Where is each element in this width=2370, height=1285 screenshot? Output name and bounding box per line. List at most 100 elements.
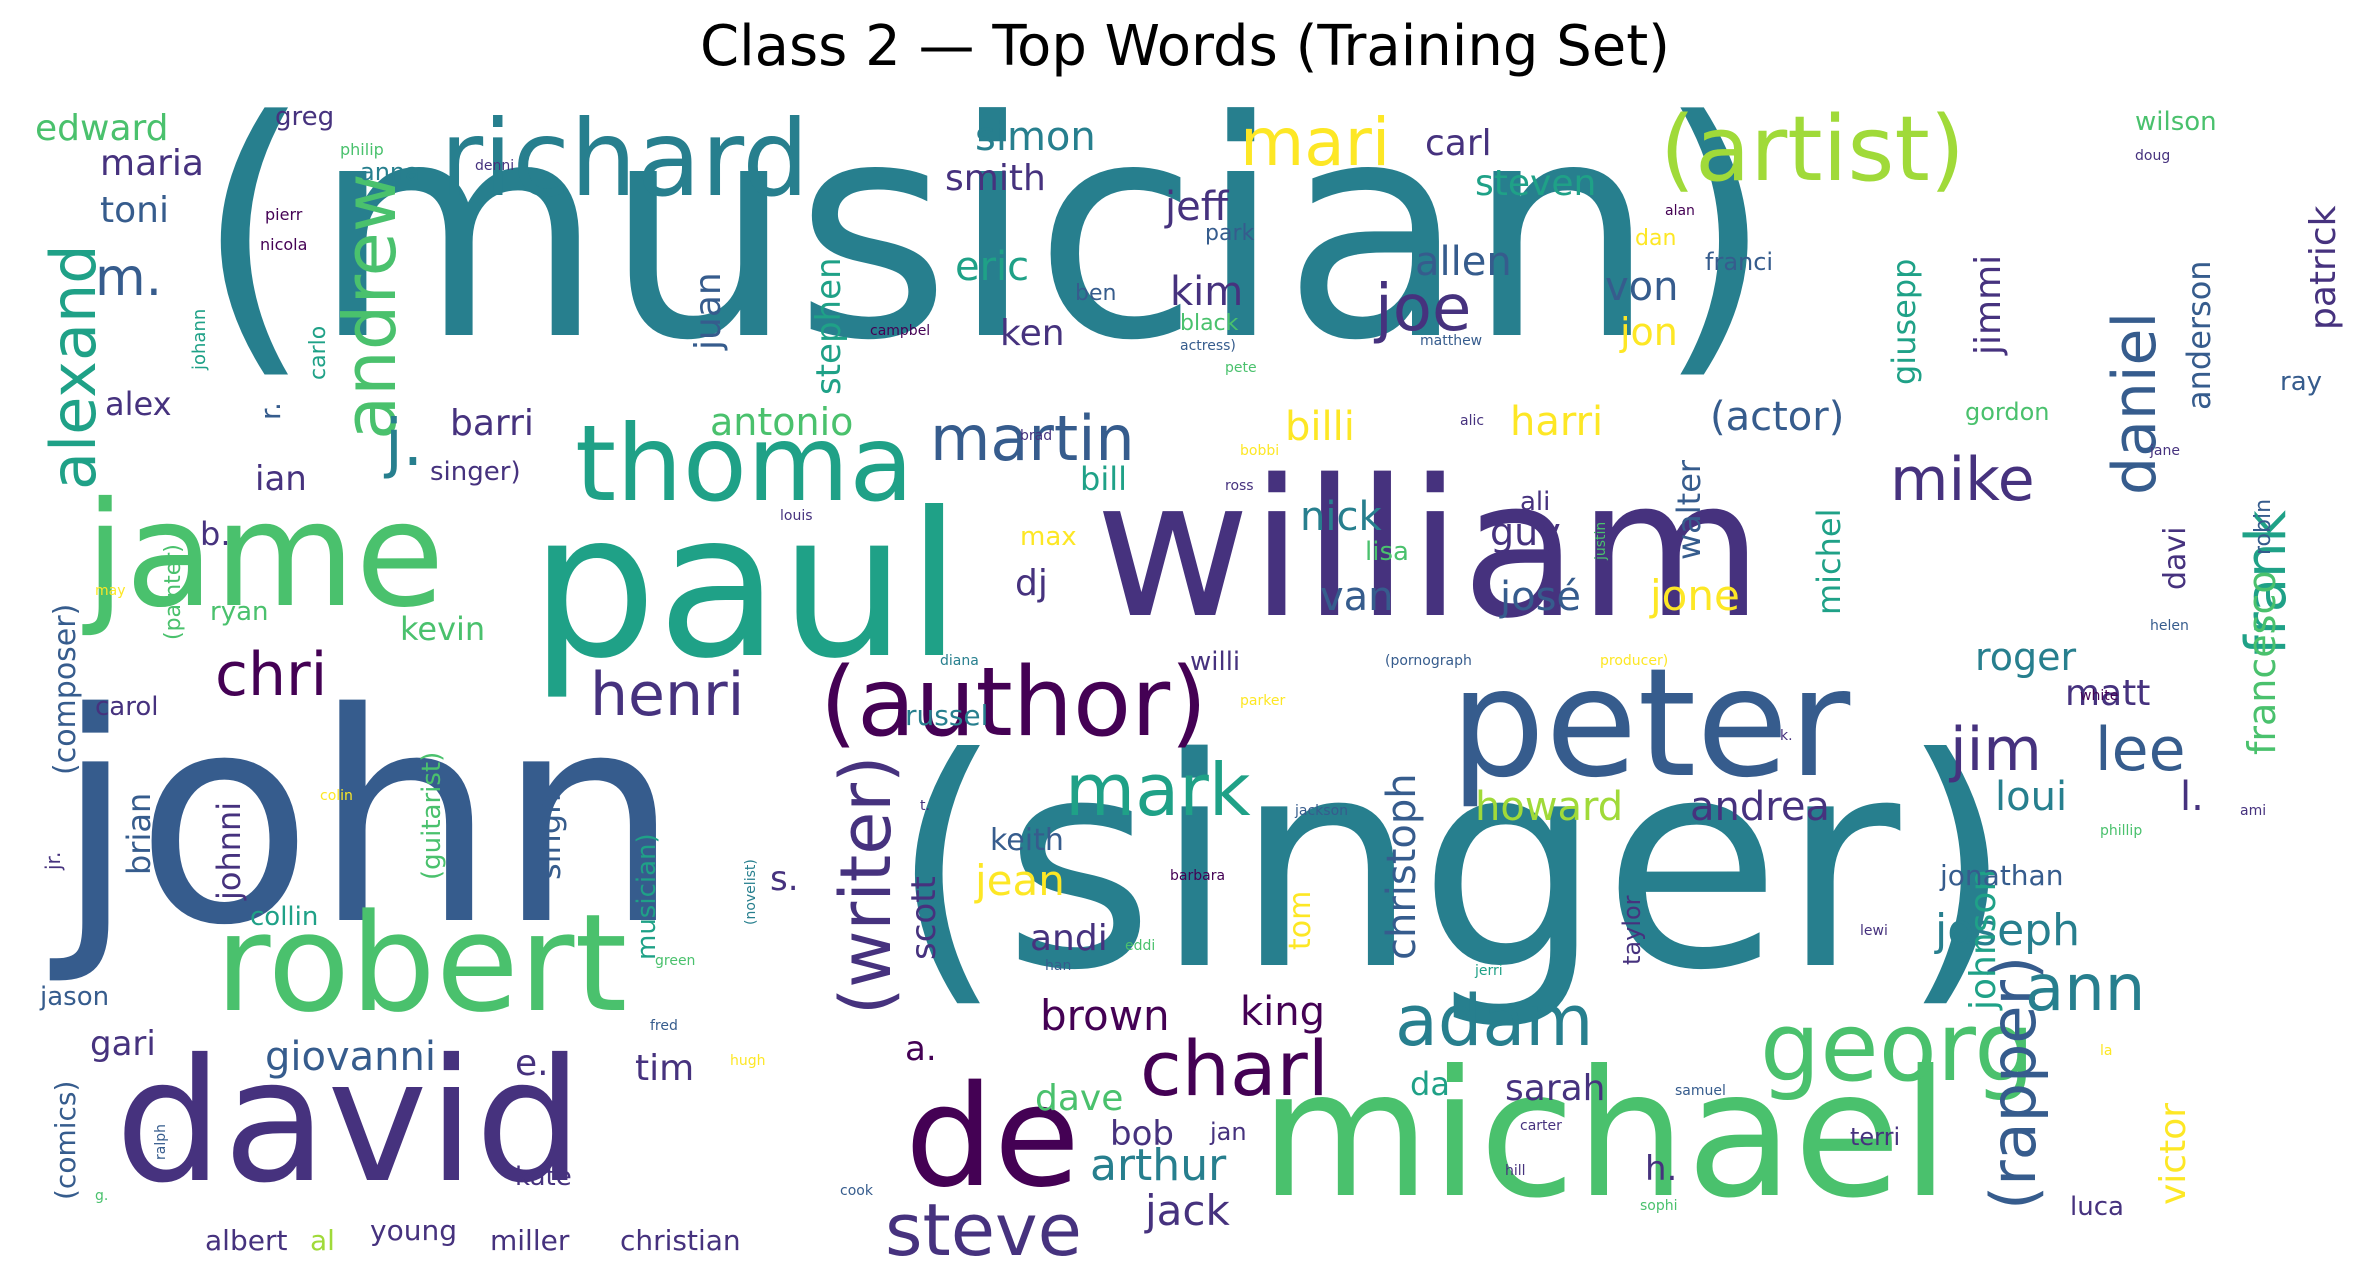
cloud-word: alan	[1665, 203, 1695, 219]
cloud-word: a.	[905, 1029, 937, 1069]
cloud-title: Class 2 — Top Words (Training Set)	[700, 14, 1670, 79]
cloud-word: daniel	[2100, 312, 2170, 495]
cloud-word: anna	[360, 158, 420, 186]
cloud-word: scott	[904, 876, 944, 960]
cloud-word: ross	[1225, 478, 1254, 494]
cloud-word: al	[310, 1224, 335, 1257]
cloud-word: hugh	[730, 1053, 766, 1069]
cloud-word: michel	[1810, 508, 1848, 615]
cloud-word: barbara	[1170, 868, 1225, 884]
cloud-word: black	[1180, 311, 1239, 336]
cloud-word: (author)	[820, 648, 1207, 758]
cloud-word: (actor)	[1710, 394, 1844, 440]
cloud-word: brown	[1040, 991, 1170, 1040]
cloud-word: georg	[1760, 993, 2035, 1103]
cloud-word: jonathan	[1939, 859, 2063, 892]
cloud-word: josé	[1499, 574, 1581, 620]
cloud-word: (composer)	[48, 604, 83, 775]
cloud-word: jr.	[41, 852, 65, 871]
cloud-word: white	[2080, 688, 2118, 704]
cloud-word: justin	[1593, 522, 1609, 561]
cloud-word: howard	[1475, 784, 1623, 830]
cloud-word: billi	[1285, 404, 1355, 450]
cloud-word: guy	[1490, 510, 1561, 554]
cloud-word: peter	[1450, 637, 1851, 811]
cloud-word: han	[1045, 958, 1071, 974]
cloud-word: johnni	[210, 802, 248, 901]
cloud-word: david	[115, 1023, 583, 1221]
cloud-word: t.	[920, 798, 930, 814]
cloud-word: jane	[2149, 443, 2180, 459]
cloud-word: b.	[200, 515, 230, 553]
cloud-word: kate	[515, 1162, 572, 1192]
cloud-word: r.	[254, 402, 287, 420]
cloud-word: g.	[95, 1188, 108, 1204]
cloud-word: alic	[1460, 413, 1484, 429]
cloud-word: willi	[1190, 647, 1240, 677]
cloud-word: john	[46, 652, 681, 989]
cloud-word: bobbi	[1240, 443, 1279, 459]
cloud-word: allen	[1415, 239, 1512, 285]
cloud-word: henri	[590, 660, 744, 730]
cloud-word: l.	[2180, 774, 2204, 820]
cloud-word: tom	[1283, 891, 1318, 950]
cloud-word: (artist)	[1660, 97, 1965, 202]
cloud-word: tim	[635, 1048, 694, 1089]
cloud-word: s.	[770, 859, 799, 899]
cloud-word: edward	[35, 108, 169, 149]
cloud-word: alexand	[37, 244, 110, 490]
cloud-word: lee	[2095, 715, 2186, 785]
cloud-word: victor	[2153, 1103, 2194, 1205]
cloud-word: frank	[2234, 509, 2299, 655]
cloud-word: steven	[1475, 163, 1596, 204]
cloud-word: andrew	[328, 173, 412, 440]
cloud-word: brian	[120, 793, 158, 875]
cloud-word: h.	[1645, 1149, 1677, 1189]
cloud-word: brad	[1020, 428, 1052, 444]
cloud-word: mari	[1240, 104, 1390, 181]
cloud-word: ann	[2025, 952, 2145, 1026]
cloud-word: phillip	[2100, 823, 2142, 839]
cloud-word: dj	[1015, 563, 1048, 604]
cloud-word: giovanni	[265, 1034, 436, 1080]
cloud-word: stephen	[809, 257, 849, 395]
cloud-word: ken	[1000, 313, 1065, 354]
cloud-word: young	[370, 1214, 457, 1247]
cloud-word: la	[2100, 1043, 2112, 1059]
cloud-word: producer)	[1600, 653, 1668, 669]
cloud-word: jason	[39, 982, 109, 1012]
cloud-word: dan	[1635, 226, 1676, 251]
cloud-word: ray	[2280, 367, 2322, 397]
cloud-word: kim	[1170, 269, 1243, 315]
cloud-word: giusepp	[1885, 259, 1923, 385]
cloud-word: lisa	[1365, 537, 1409, 567]
cloud-word: hill	[1505, 1163, 1526, 1179]
cloud-word: simon	[975, 114, 1096, 160]
cloud-word: da	[1410, 1065, 1450, 1103]
cloud-word: robert	[215, 885, 627, 1042]
cloud-word: wilson	[2135, 107, 2217, 137]
cloud-word: andi	[1030, 918, 1108, 959]
cloud-word: (musician)	[195, 57, 1773, 406]
cloud-word: musician)	[632, 833, 662, 960]
cloud-word: chri	[215, 640, 327, 710]
cloud-word: gordon	[1965, 398, 2050, 426]
cloud-word: jeff	[1164, 184, 1230, 230]
cloud-word: davi	[2158, 526, 2193, 590]
cloud-word: keith	[990, 823, 1064, 858]
cloud-word: m.	[95, 248, 162, 308]
cloud-word: (painter)	[161, 544, 186, 640]
cloud-word: singer)	[430, 457, 521, 487]
cloud-word: michael	[1260, 1034, 1950, 1237]
cloud-word: (comics)	[49, 1081, 82, 1200]
cloud-word: bill	[1080, 460, 1127, 498]
cloud-word: de	[905, 1056, 1080, 1219]
cloud-word: fred	[650, 1018, 678, 1034]
cloud-word: pete	[1225, 360, 1257, 376]
cloud-word: richard	[440, 98, 809, 220]
cloud-word: dave	[1035, 1078, 1123, 1119]
cloud-word: thoma	[575, 403, 914, 525]
cloud-word: adam	[1395, 980, 1593, 1062]
cloud-word: jackson	[1294, 803, 1348, 819]
cloud-word: robin	[2251, 499, 2276, 555]
